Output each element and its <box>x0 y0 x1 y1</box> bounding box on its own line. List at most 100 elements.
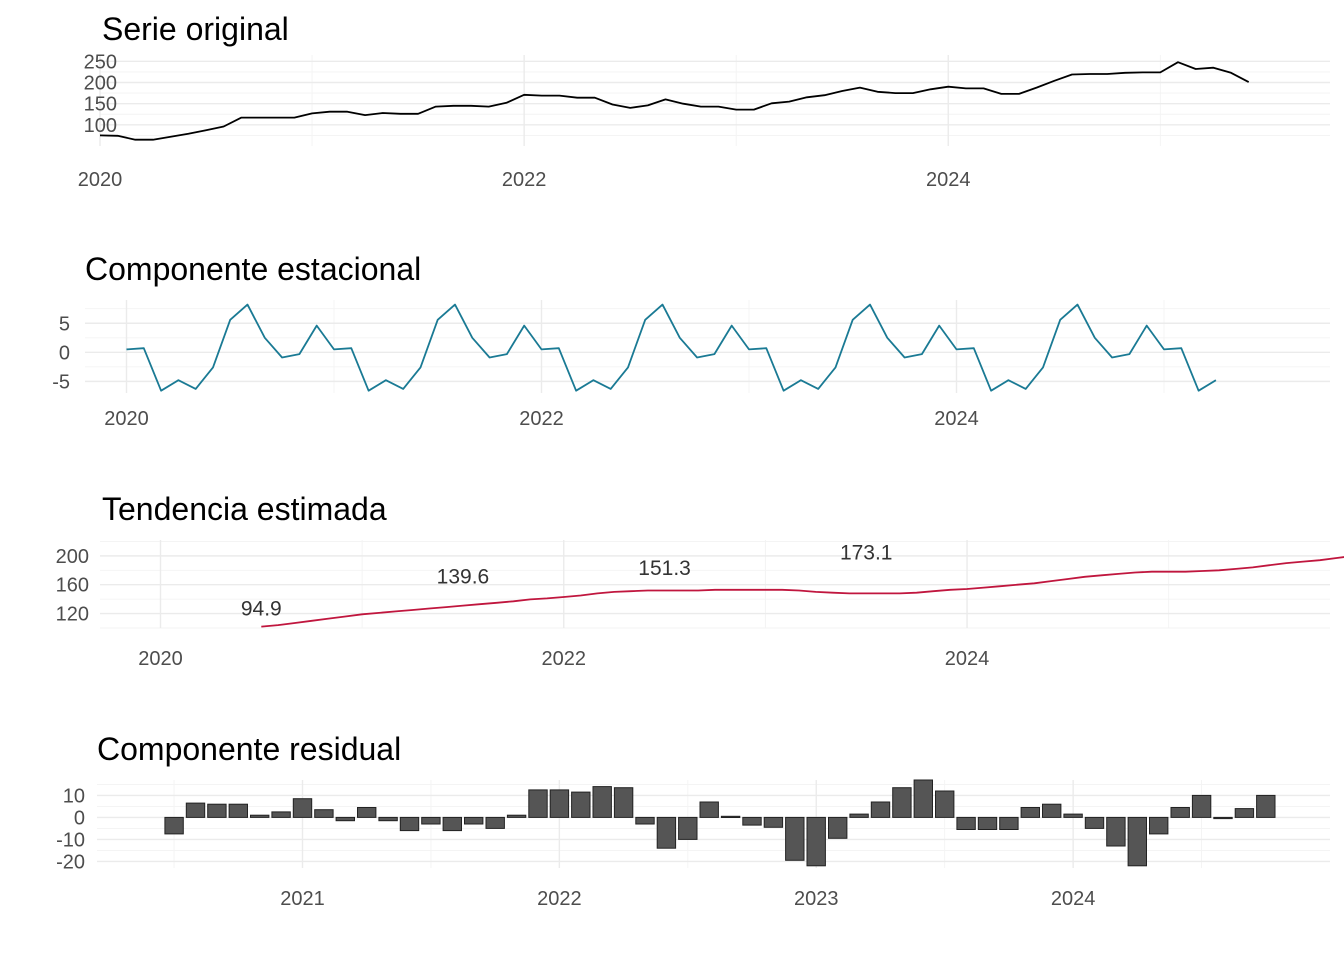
x-axis: 2020 2022 2024 <box>78 169 971 191</box>
x-tick-label: 2024 <box>926 169 971 191</box>
residual-bar <box>1170 807 1190 818</box>
residual-bar <box>720 815 741 818</box>
y-tick-label: -20 <box>56 851 85 873</box>
residual-bar <box>678 816 698 840</box>
residual-bar <box>1020 807 1040 818</box>
y-tick-label: 100 <box>84 115 117 137</box>
residual-bar <box>785 816 805 861</box>
residual-bar <box>1191 794 1212 818</box>
y-tick-label: 120 <box>56 604 89 626</box>
y-tick-label: 160 <box>56 575 89 597</box>
x-axis: 2021 2022 2023 2024 <box>280 888 1095 910</box>
residual-bar <box>399 816 420 832</box>
panel-componente-estacional: Componente estacional 5 0 -5 2020 2022 2024 <box>52 251 1330 430</box>
residual-bar <box>999 816 1019 831</box>
y-tick-label: 200 <box>56 546 89 568</box>
residual-bar <box>442 816 463 832</box>
residual-bar <box>1234 808 1255 818</box>
residual-bar <box>1106 816 1126 847</box>
grid <box>85 300 1330 393</box>
x-tick-label: 2022 <box>519 408 564 430</box>
residual-bar <box>635 816 655 825</box>
value-annotation: 139.6 <box>437 565 490 588</box>
y-tick-label: 200 <box>84 73 117 95</box>
residual-bar <box>335 816 356 822</box>
residual-bar <box>314 809 334 818</box>
panel-title: Componente residual <box>97 731 401 767</box>
residual-bar <box>699 801 719 818</box>
y-tick-label: 5 <box>59 313 70 335</box>
panel-componente-residual: Componente residual 100-10-20 2021 2022 20… <box>56 731 1330 910</box>
residual-bar <box>1256 794 1276 818</box>
data-series <box>164 779 1276 867</box>
annotations: 94.9 139.6 151.3 173.1 <box>241 541 893 620</box>
residual-bar <box>485 816 505 829</box>
residual-bar <box>1084 816 1105 829</box>
y-tick-label: 250 <box>84 51 117 73</box>
residual-bar <box>271 811 291 818</box>
x-tick-label: 2023 <box>794 888 839 910</box>
residual-bar <box>892 787 912 818</box>
residual-bar <box>185 802 206 818</box>
x-tick-label: 2022 <box>542 648 587 670</box>
residual-bar <box>742 816 762 826</box>
residual-bar <box>935 790 955 818</box>
y-tick-label: 0 <box>59 342 70 364</box>
residual-bar <box>528 789 548 818</box>
panel-title: Serie original <box>102 11 289 47</box>
x-tick-label: 2022 <box>502 169 547 191</box>
grid <box>99 55 1330 146</box>
residual-bar <box>207 803 227 818</box>
panel-title: Tendencia estimada <box>102 491 387 527</box>
residual-bar <box>806 816 826 867</box>
value-annotation: 173.1 <box>840 541 893 564</box>
series-line <box>99 61 1250 141</box>
residual-bar <box>1042 803 1062 818</box>
residual-bar <box>292 798 313 818</box>
x-tick-label: 2024 <box>945 648 990 670</box>
series-line <box>126 303 1217 392</box>
residual-bar <box>956 816 976 831</box>
residual-bar <box>613 787 634 818</box>
data-series <box>126 303 1217 392</box>
x-axis: 2020 2022 2024 <box>104 408 979 430</box>
residual-bar <box>763 816 784 828</box>
residual-bar <box>506 814 527 818</box>
residual-bar <box>656 816 677 849</box>
residual-bar <box>250 814 270 818</box>
y-tick-label: -10 <box>56 829 85 851</box>
x-axis: 2020 2022 2024 <box>138 648 989 670</box>
residual-bar <box>571 791 591 818</box>
x-tick-label: 2020 <box>104 408 149 430</box>
residual-bar <box>378 816 398 822</box>
residual-bar <box>870 801 891 818</box>
y-axis: 100-10-20 <box>56 785 85 873</box>
y-tick-label: 150 <box>84 94 117 116</box>
residual-bar <box>977 816 998 831</box>
residual-bar <box>849 813 869 818</box>
y-tick-label: 0 <box>74 807 85 829</box>
data-series <box>261 556 1344 628</box>
y-axis: 5 0 -5 <box>52 313 70 393</box>
residual-bar <box>1127 816 1147 867</box>
x-tick-label: 2024 <box>1051 888 1096 910</box>
value-annotation: 94.9 <box>241 598 282 621</box>
residual-bar <box>913 779 933 818</box>
residual-bar <box>549 789 570 818</box>
data-series <box>99 61 1250 141</box>
x-tick-label: 2021 <box>280 888 325 910</box>
value-annotation: 151.3 <box>638 557 691 580</box>
x-tick-label: 2024 <box>934 408 979 430</box>
panel-title: Componente estacional <box>85 251 421 287</box>
residual-bar <box>464 816 484 825</box>
series-line <box>261 556 1344 628</box>
x-tick-label: 2020 <box>138 648 183 670</box>
residual-bar <box>592 786 612 818</box>
residual-bar <box>357 807 377 818</box>
x-tick-label: 2022 <box>537 888 582 910</box>
residual-bar <box>828 816 848 839</box>
